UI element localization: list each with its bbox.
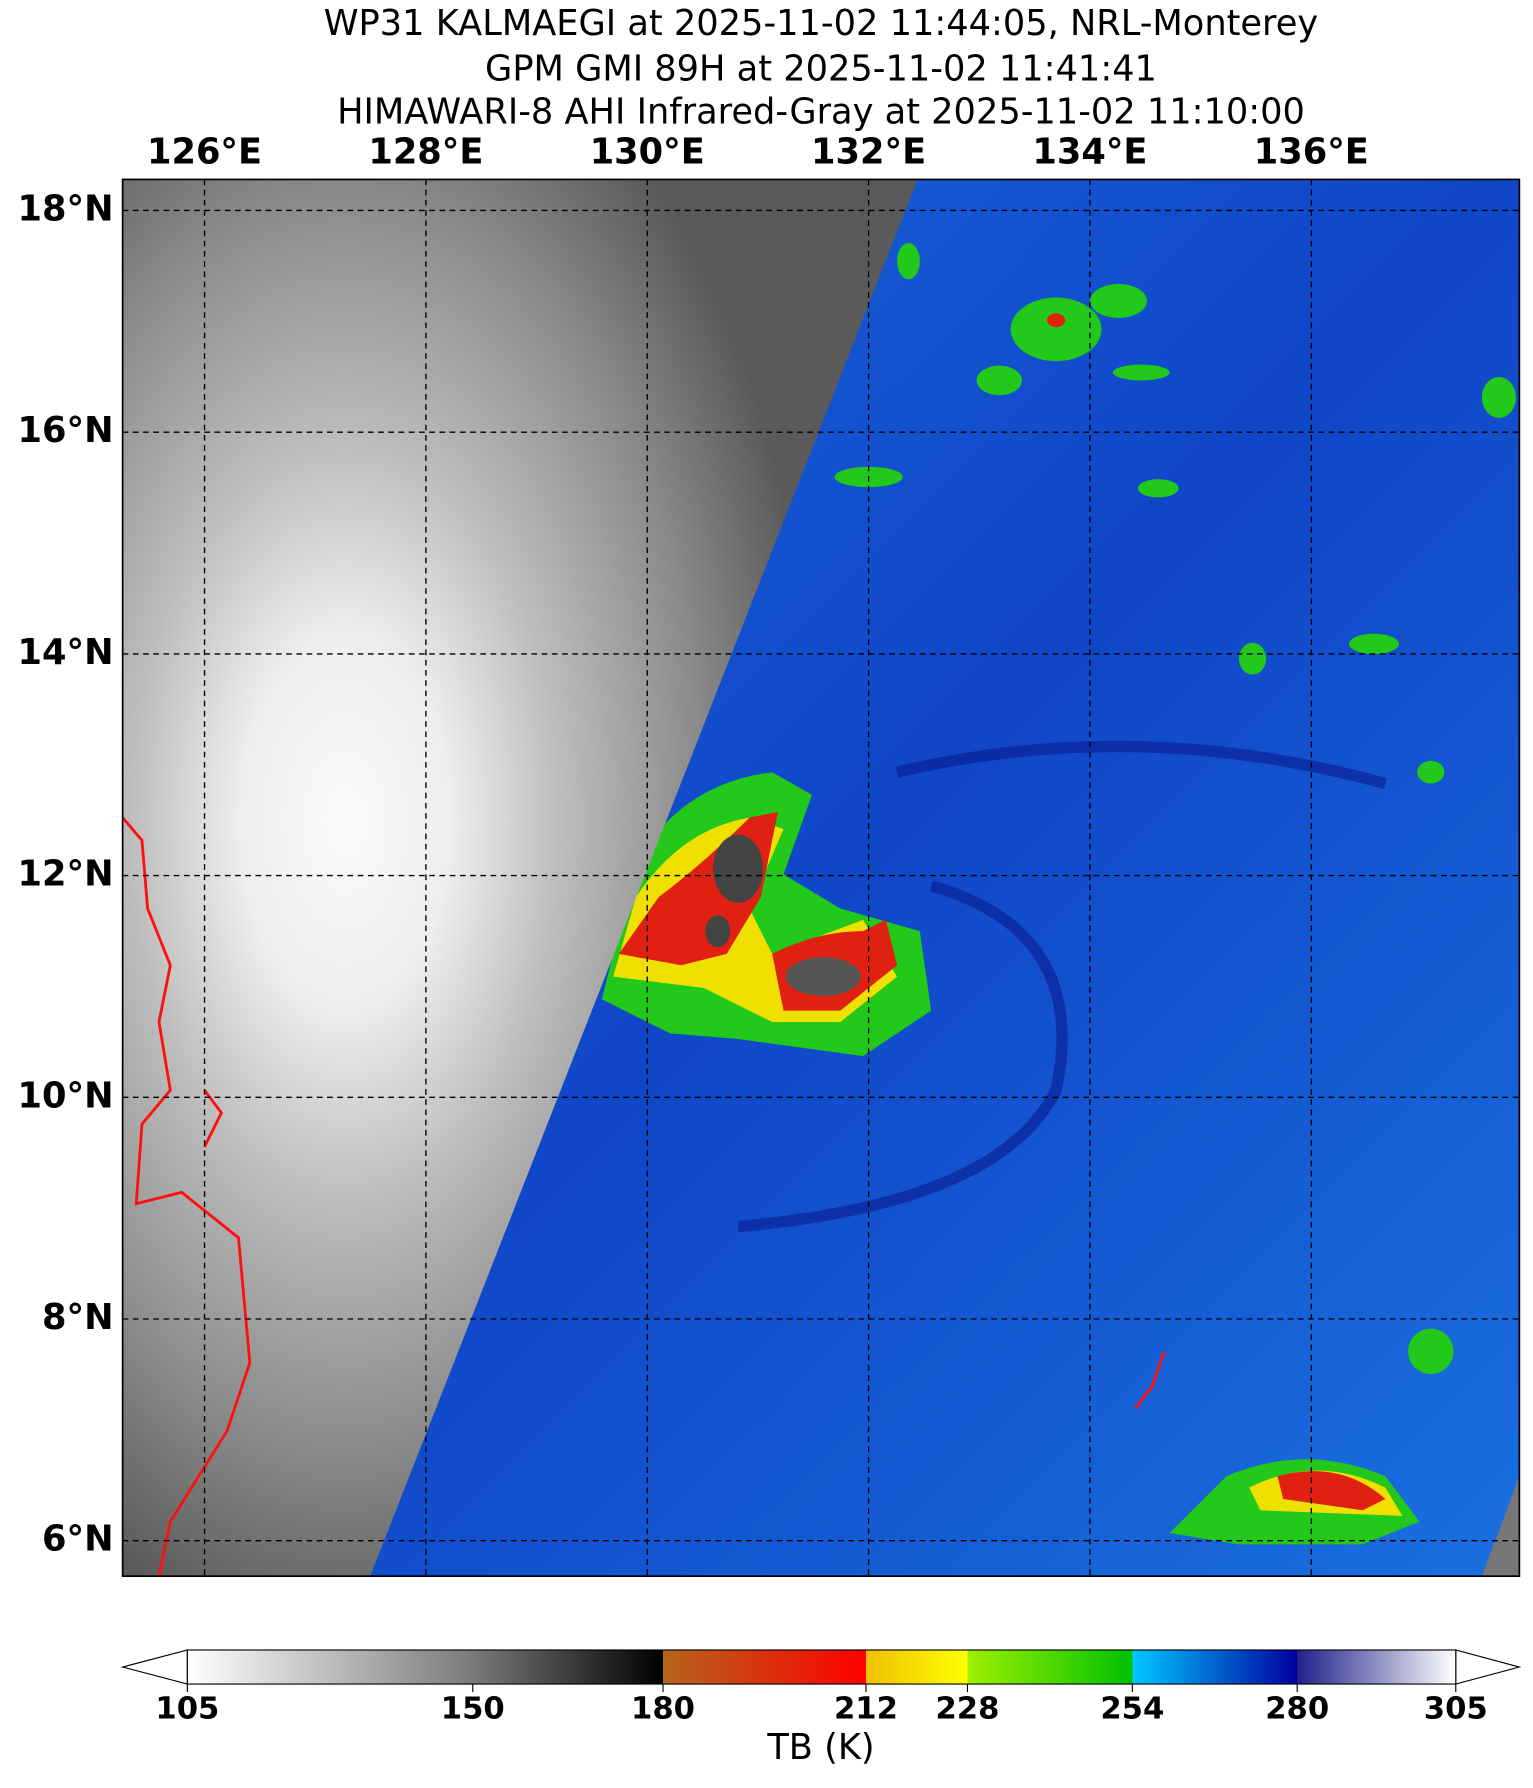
colorbar-tick-label: 212: [834, 1692, 898, 1727]
colorbar-tick-label: 150: [441, 1692, 505, 1727]
colorbar-label: TB (K): [766, 1727, 874, 1768]
x-tick-label: 132°E: [811, 131, 926, 172]
colorbar-extend-high: [1455, 1649, 1522, 1685]
colorbar-tick-label: 254: [1100, 1692, 1164, 1727]
precip-red: [1046, 313, 1066, 328]
colorbar: [186, 1649, 1457, 1685]
colorbar-tick-label: 105: [155, 1692, 219, 1727]
y-tick-label: 16°N: [18, 410, 114, 451]
colorbar-tick-label: 305: [1424, 1692, 1488, 1727]
y-tick-label: 14°N: [18, 632, 114, 673]
precip-green: [834, 243, 1516, 1375]
title-line: WP31 KALMAEGI at 2025-11-02 11:44:05, NR…: [324, 3, 1318, 44]
x-tick-label: 128°E: [368, 131, 483, 172]
precip-core: [713, 834, 764, 903]
precip-core: [785, 957, 861, 996]
infrared-swath: [1481, 1476, 1520, 1577]
infrared-swath: [122, 179, 918, 1577]
precip-red: [1277, 1471, 1386, 1511]
x-tick-label: 130°E: [590, 131, 705, 172]
precip-core: [705, 915, 731, 948]
colorbar-tick-label: 280: [1265, 1692, 1329, 1727]
x-tick-label: 136°E: [1254, 131, 1369, 172]
colorbar-extend-low: [120, 1649, 188, 1685]
plot-frame: [121, 178, 1521, 1578]
y-tick-label: 18°N: [18, 188, 114, 229]
title-line: HIMAWARI-8 AHI Infrared-Gray at 2025-11-…: [337, 92, 1305, 133]
imagery: [122, 179, 1520, 1577]
colorbar-tick-label: 180: [631, 1692, 695, 1727]
x-tick-label: 134°E: [1032, 131, 1147, 172]
x-tick-label: 126°E: [147, 131, 262, 172]
y-tick-label: 12°N: [18, 854, 114, 895]
y-tick-label: 8°N: [42, 1297, 114, 1338]
y-tick-label: 6°N: [42, 1519, 114, 1560]
title-line: GPM GMI 89H at 2025-11-02 11:41:41: [485, 48, 1157, 89]
rainband: [737, 740, 1387, 1233]
colorbar-tick-label: 228: [935, 1692, 999, 1727]
y-tick-label: 10°N: [18, 1075, 114, 1116]
